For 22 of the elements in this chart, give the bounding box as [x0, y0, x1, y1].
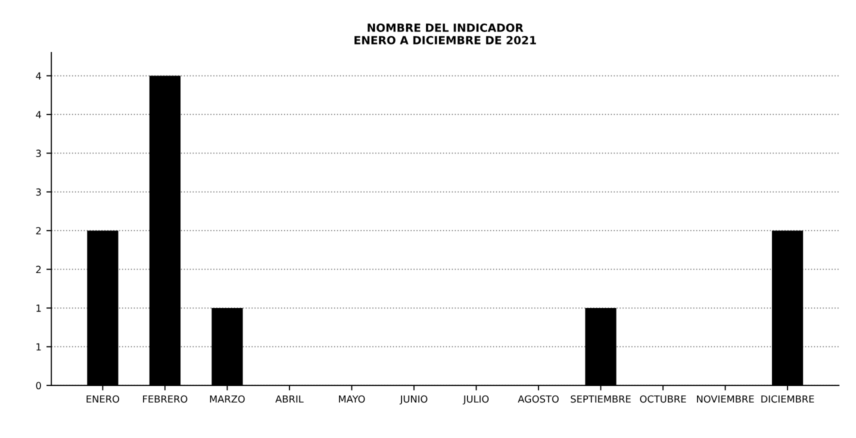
- y-tick-label: 3: [36, 188, 41, 196]
- y-tick-label: 4: [36, 72, 42, 80]
- x-tick-label: FEBRERO: [143, 395, 188, 403]
- y-tick-label: 2: [36, 266, 41, 274]
- x-tick-label: JULIO: [462, 395, 489, 404]
- x-tick-label: MAYO: [339, 395, 365, 403]
- x-tick-label: NOVIEMBRE: [697, 395, 754, 403]
- x-tick-label: OCTUBRE: [640, 395, 686, 403]
- x-tick-label: MARZO: [210, 395, 245, 403]
- x-tick-label: AGOSTO: [518, 395, 559, 403]
- x-tick-label: SEPTIEMBRE: [570, 395, 631, 403]
- y-tick-label: 1: [36, 304, 41, 312]
- x-tick-label: ENERO: [86, 395, 120, 403]
- x-tick-label: ABRIL: [275, 395, 304, 403]
- y-tick-label: 3: [36, 150, 41, 158]
- y-tick-label: 1: [36, 343, 41, 350]
- y-tick-label: 4: [36, 111, 42, 118]
- chart-title: NOMBRE DEL INDICADOR ENERO A DICIEMBRE DE 2021: [354, 24, 536, 44]
- y-tick-label: 0: [36, 382, 41, 390]
- y-tick-label: 2: [36, 227, 41, 234]
- x-tick-label: DICIEMBRE: [761, 395, 814, 403]
- x-tick-label: JUNIO: [400, 395, 428, 404]
